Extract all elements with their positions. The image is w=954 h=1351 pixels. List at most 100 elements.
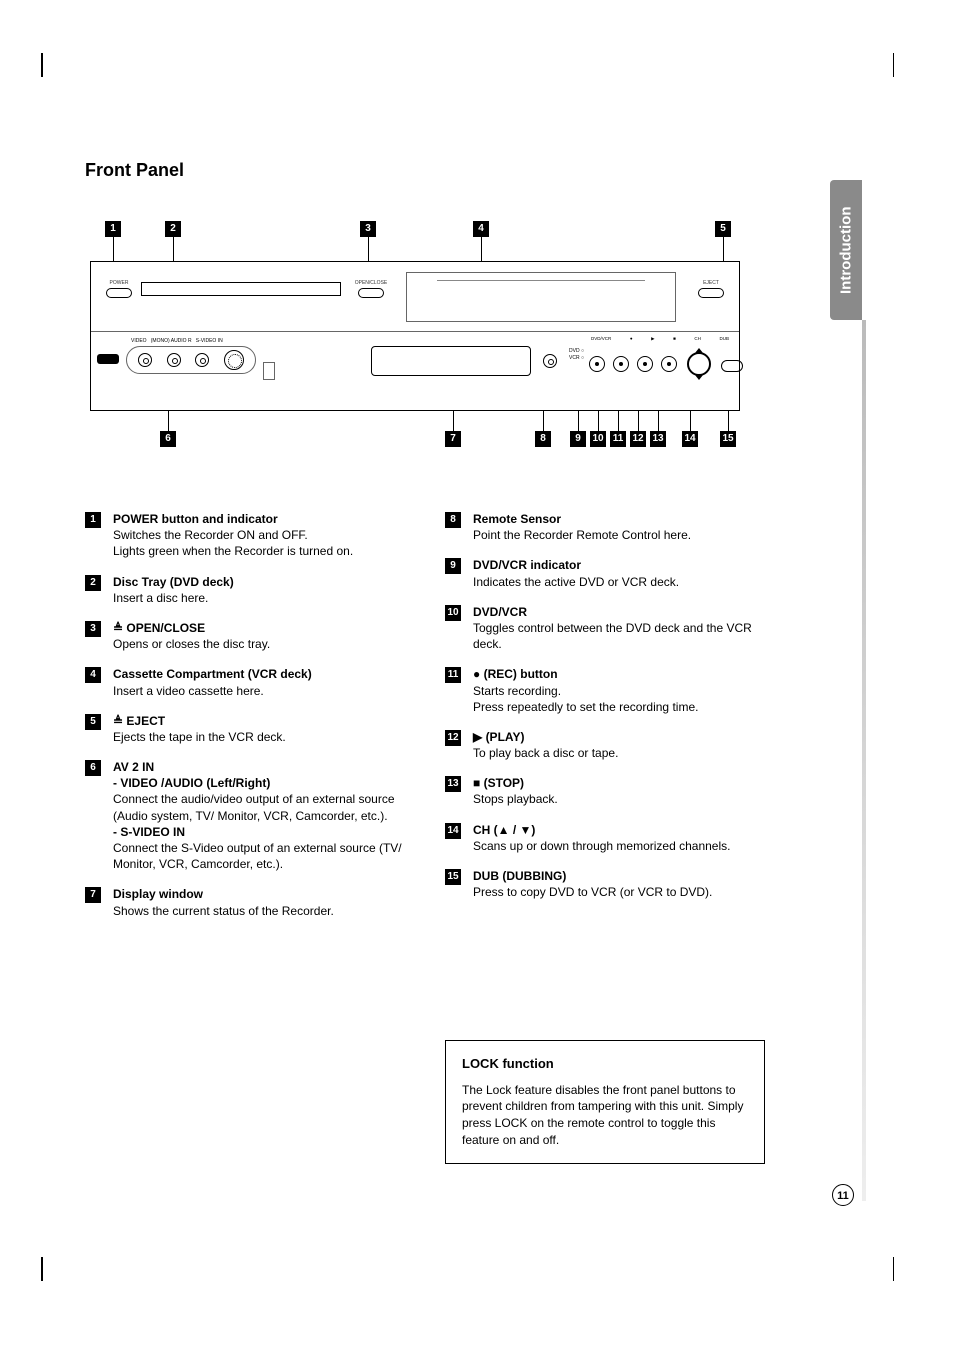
open-close-label: OPEN/CLOSE: [351, 280, 391, 286]
item-body: ● (REC) buttonStarts recording.Press rep…: [473, 666, 765, 715]
panel-item-5: 5 ≜ EJECTEjects the tape in the VCR deck.: [85, 713, 405, 745]
panel-item-1: 1 POWER button and indicatorSwitches the …: [85, 511, 405, 560]
item-number: 6: [85, 760, 101, 776]
dvd-vcr-indicator-icon: DVD ○ VCR ○: [569, 348, 584, 362]
diagram-marker-1: 1: [105, 221, 121, 237]
diagram-marker-13: 13: [650, 431, 666, 447]
diagram-marker-10: 10: [590, 431, 606, 447]
panel-item-11: 11 ● (REC) buttonStarts recording.Press r…: [445, 666, 765, 715]
crop-mark: [893, 53, 895, 77]
item-number: 14: [445, 823, 461, 839]
item-body: AV 2 IN- VIDEO /AUDIO (Left/Right)Connec…: [113, 759, 405, 872]
panel-item-13: 13 ■ (STOP)Stops playback.: [445, 775, 765, 807]
video-jack-icon: [138, 353, 152, 367]
panel-item-6: 6 AV 2 IN- VIDEO /AUDIO (Left/Right)Conne…: [85, 759, 405, 872]
item-body: POWER button and indicatorSwitches the R…: [113, 511, 405, 560]
item-body: DVD/VCRToggles control between the DVD d…: [473, 604, 765, 653]
crop-mark: [893, 1257, 895, 1281]
diagram-marker-9: 9: [570, 431, 586, 447]
stop-button-icon: [661, 356, 677, 372]
power-button-icon: [106, 288, 132, 298]
diagram-marker-14: 14: [682, 431, 698, 447]
eject-label: EJECT: [691, 280, 731, 286]
item-subtitle: - VIDEO /AUDIO (Left/Right): [113, 775, 405, 791]
page-title: Front Panel: [85, 160, 765, 181]
leader-line: [173, 237, 174, 261]
item-body: ≜ EJECTEjects the tape in the VCR deck.: [113, 713, 405, 745]
diagram-marker-12: 12: [630, 431, 646, 447]
item-body: Disc Tray (DVD deck)Insert a disc here.: [113, 574, 405, 606]
item-title: ■ (STOP): [473, 776, 524, 790]
control-labels: DVD/VCR ● ▶ ■ CH DUB: [591, 336, 729, 342]
diagram-marker-2: 2: [165, 221, 181, 237]
crop-mark: [41, 53, 43, 77]
item-body: ▶ (PLAY)To play back a disc or tape.: [473, 729, 765, 761]
item-number: 3: [85, 621, 101, 637]
item-title: DUB (DUBBING): [473, 869, 566, 883]
remote-sensor-icon: [543, 354, 557, 368]
channel-updown-icon: [685, 350, 713, 378]
av-jacks-icon: [126, 346, 256, 374]
item-title: CH (▲ / ▼): [473, 823, 535, 837]
item-body: Display windowShows the current status o…: [113, 886, 405, 918]
slot-icon: [263, 362, 275, 380]
item-number: 12: [445, 730, 461, 746]
item-number: 10: [445, 605, 461, 621]
item-body: ■ (STOP)Stops playback.: [473, 775, 765, 807]
diagram-marker-8: 8: [535, 431, 551, 447]
item-title: Display window: [113, 887, 203, 901]
item-body: Remote SensorPoint the Recorder Remote C…: [473, 511, 765, 543]
audio-l-jack-icon: [167, 353, 181, 367]
item-title: AV 2 IN: [113, 760, 154, 774]
diagram-marker-15: 15: [720, 431, 736, 447]
diagram-marker-11: 11: [610, 431, 626, 447]
panel-item-15: 15DUB (DUBBING)Press to copy DVD to VCR …: [445, 868, 765, 900]
panel-item-4: 4Cassette Compartment (VCR deck)Insert a…: [85, 666, 405, 698]
item-title: DVD/VCR indicator: [473, 558, 581, 572]
item-number: 5: [85, 714, 101, 730]
item-title: ● (REC) button: [473, 667, 558, 681]
crop-mark: [41, 1257, 43, 1281]
lock-box-title: LOCK function: [462, 1055, 748, 1073]
svideo-jack-icon: [224, 350, 244, 370]
rec-button-icon: [613, 356, 629, 372]
panel-item-2: 2 Disc Tray (DVD deck)Insert a disc here.: [85, 574, 405, 606]
open-close-button-icon: [358, 288, 384, 298]
item-body: CH (▲ / ▼)Scans up or down through memor…: [473, 822, 765, 854]
lock-function-box: LOCK functionThe Lock feature disables t…: [445, 1040, 765, 1163]
item-number: 9: [445, 558, 461, 574]
av-jacks-label: VIDEO (MONO) AUDIO R S-VIDEO IN: [131, 338, 223, 344]
diagram-marker-3: 3: [360, 221, 376, 237]
diagram-marker-5: 5: [715, 221, 731, 237]
item-title: ▶ (PLAY): [473, 730, 524, 744]
diagram-marker-6: 6: [160, 431, 176, 447]
eject-button-icon: [698, 288, 724, 298]
diagram-marker-4: 4: [473, 221, 489, 237]
item-number: 4: [85, 667, 101, 683]
item-title: POWER button and indicator: [113, 512, 278, 526]
item-title: ≜ EJECT: [113, 714, 165, 728]
item-title: Cassette Compartment (VCR deck): [113, 667, 312, 681]
item-number: 1: [85, 512, 101, 528]
item-body: ≜ OPEN/CLOSEOpens or closes the disc tra…: [113, 620, 405, 652]
page-number: 11: [832, 1184, 854, 1206]
item-title: DVD/VCR: [473, 605, 527, 619]
item-number: 11: [445, 667, 461, 683]
panel-item-3: 3 ≜ OPEN/CLOSEOpens or closes the disc tr…: [85, 620, 405, 652]
front-panel-diagram: 12345 POWER OPEN/CLOSE EJECT: [85, 221, 745, 451]
left-column: 1 POWER button and indicatorSwitches the …: [85, 511, 405, 1164]
panel-item-8: 8Remote SensorPoint the Recorder Remote …: [445, 511, 765, 543]
item-number: 7: [85, 887, 101, 903]
audio-r-jack-icon: [195, 353, 209, 367]
right-column: 8Remote SensorPoint the Recorder Remote …: [445, 511, 765, 1164]
dub-button-icon: [721, 360, 743, 372]
item-number: 2: [85, 575, 101, 591]
leader-line: [368, 237, 369, 261]
item-number: 13: [445, 776, 461, 792]
device-outline: POWER OPEN/CLOSE EJECT: [90, 261, 740, 411]
dvd-vcr-button-icon: [589, 356, 605, 372]
item-title: ≜ OPEN/CLOSE: [113, 621, 205, 635]
leader-line: [723, 237, 724, 261]
item-body: DVD/VCR indicatorIndicates the active DV…: [473, 557, 765, 589]
leader-line: [481, 237, 482, 261]
